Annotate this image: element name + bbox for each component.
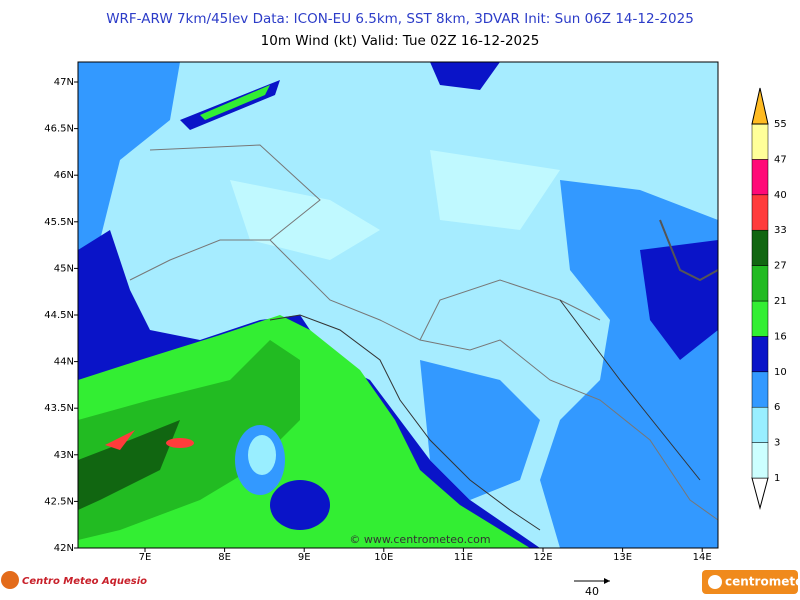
wind-area — [248, 435, 276, 475]
lat-label: 43N — [54, 450, 74, 461]
colorbar-label: 21 — [774, 296, 787, 307]
colorbar-segment — [751, 406, 769, 443]
lat-label: 42.5N — [44, 496, 74, 507]
colorbar-label: 47 — [774, 154, 787, 165]
colorbar-segment — [751, 336, 769, 373]
watermark: © www.centrometeo.com — [349, 533, 490, 546]
wind-area — [78, 62, 180, 320]
wind-area — [166, 438, 194, 448]
logo-icon — [1, 571, 19, 589]
scale-arrowhead — [604, 578, 610, 584]
lon-label: 7E — [139, 552, 152, 563]
wind-scale: 40 — [574, 578, 610, 598]
wind-area — [200, 85, 270, 120]
wind-area — [430, 62, 500, 90]
wind-area — [430, 150, 560, 230]
wind-area — [640, 240, 718, 360]
border-line — [129, 144, 718, 521]
colorbar-label: 33 — [774, 225, 787, 236]
logo-box — [702, 570, 798, 594]
lat-label: 47N — [54, 77, 74, 88]
map-frame — [77, 61, 719, 549]
colorbar-label: 1 — [774, 473, 780, 484]
scale-label: 40 — [585, 585, 599, 598]
wind-area — [420, 360, 540, 500]
lon-label: 12E — [533, 552, 552, 563]
title: WRF-ARW 7km/45lev Data: ICON-EU 6.5km, S… — [106, 11, 694, 27]
colorbar-top-cap — [751, 87, 769, 125]
left-logo: Centro Meteo Aquesio — [1, 571, 147, 589]
colorbar-segment — [751, 371, 769, 408]
coastline — [269, 299, 701, 531]
lat-label: 45.5N — [44, 217, 74, 228]
subtitle: 10m Wind (kt) Valid: Tue 02Z 16-12-2025 — [261, 33, 540, 49]
colorbar-segment — [751, 123, 769, 160]
colorbar-label: 16 — [774, 331, 787, 342]
logo-icon — [708, 575, 722, 589]
lat-label: 46N — [54, 170, 74, 181]
colorbar-label: 6 — [774, 402, 780, 413]
lon-label: 14E — [693, 552, 712, 563]
lon-label: 9E — [298, 552, 311, 563]
colorbar-segment — [751, 159, 769, 196]
map-field: © www.centrometeo.com — [77, 61, 719, 549]
lon-label: 10E — [374, 552, 393, 563]
colorbar-segment — [751, 300, 769, 337]
wind-area — [270, 480, 330, 530]
lat-label: 43.5N — [44, 403, 74, 414]
colorbar-label: 10 — [774, 367, 787, 378]
colorbar-segment — [751, 442, 769, 479]
lat-label: 46.5N — [44, 124, 74, 135]
colorbar-label: 55 — [774, 119, 787, 130]
colorbar-segment — [751, 229, 769, 266]
right-logo: centrometeo — [702, 570, 800, 594]
colorbar-label: 27 — [774, 261, 787, 272]
logo-text: centrometeo — [725, 575, 800, 589]
lat-label: 42N — [54, 543, 74, 554]
colorbar-segment — [751, 265, 769, 302]
colorbar-bottom-cap — [751, 477, 769, 510]
lat-label: 45N — [54, 263, 74, 274]
lon-label: 8E — [218, 552, 231, 563]
lat-label: 44N — [54, 357, 74, 368]
colorbar-label: 3 — [774, 438, 780, 449]
lon-label: 13E — [613, 552, 632, 563]
logo-text: Centro Meteo Aquesio — [22, 576, 147, 587]
border-line — [659, 219, 718, 282]
colorbar-label: 40 — [774, 190, 787, 201]
wind-area — [78, 420, 180, 510]
wind-area — [105, 430, 135, 450]
colorbar-segment — [751, 194, 769, 231]
lon-label: 11E — [454, 552, 473, 563]
lat-label: 44.5N — [44, 310, 74, 321]
